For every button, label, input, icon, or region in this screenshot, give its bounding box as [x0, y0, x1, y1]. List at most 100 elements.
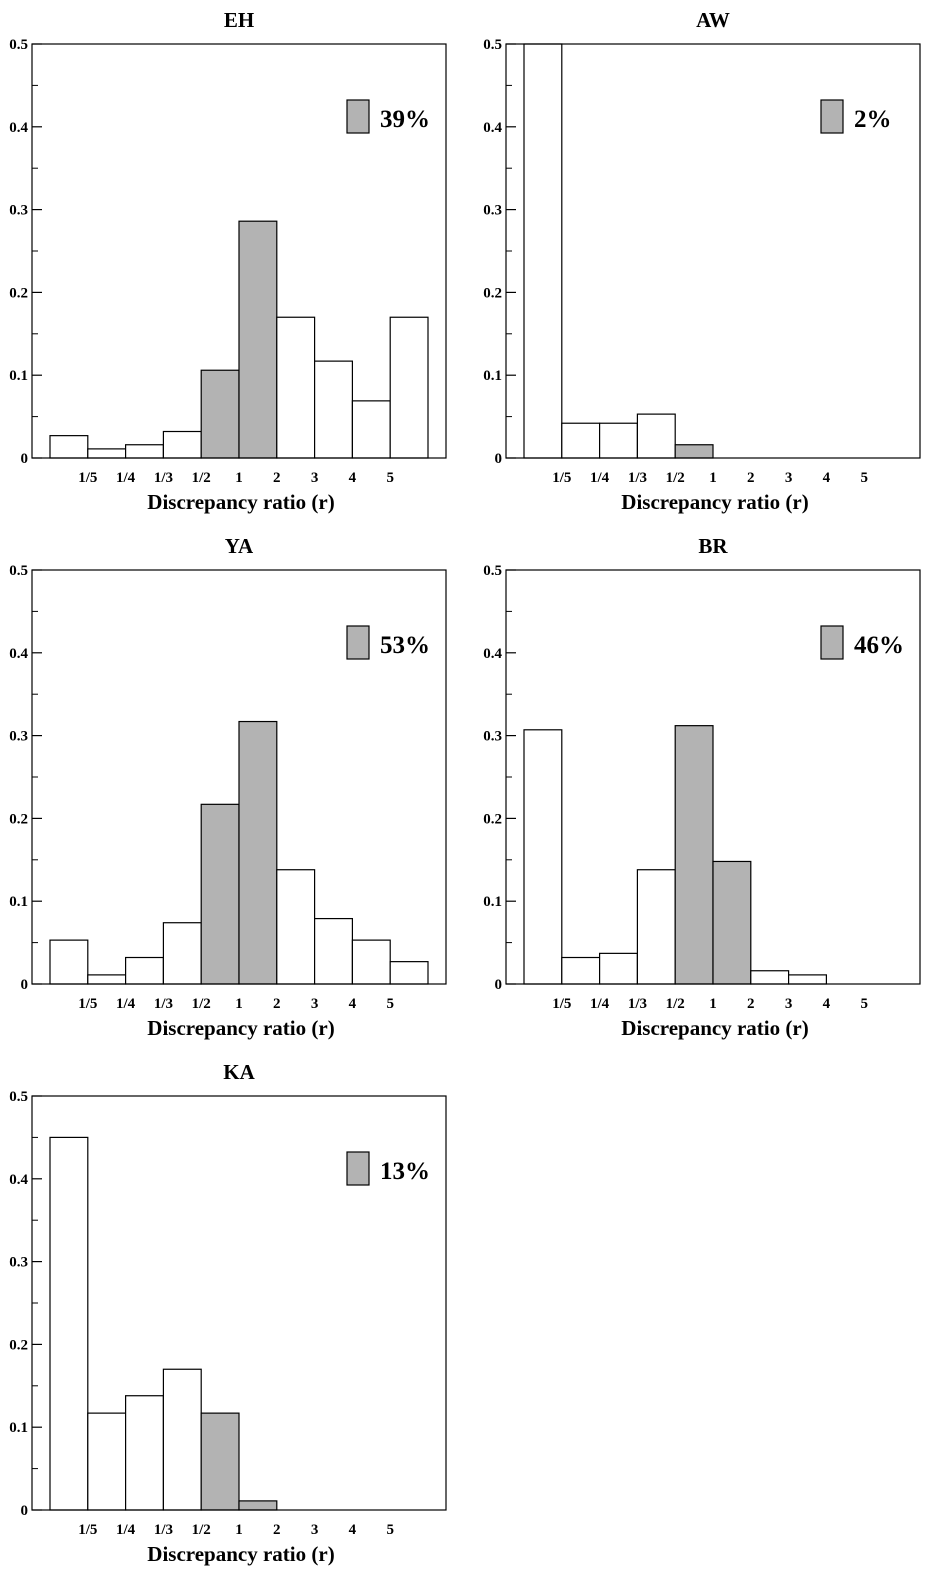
y-tick-label: 0.2 — [9, 1337, 28, 1353]
y-tick-label: 0.3 — [9, 203, 28, 219]
x-category-label: 1/2 — [666, 996, 685, 1012]
x-category-label: 2 — [273, 470, 281, 486]
highlighted-bar — [200, 803, 240, 985]
x-category-label: 1/4 — [590, 996, 610, 1012]
y-tick-label: 0.4 — [9, 646, 28, 662]
x-axis-title: Discrepancy ratio (r) — [621, 490, 808, 514]
x-category-label: 1/2 — [192, 1522, 211, 1538]
y-tick-label: 0.3 — [483, 729, 502, 745]
y-tick-label: 0.5 — [9, 563, 28, 579]
x-category-label: 1/5 — [78, 470, 97, 486]
bar — [523, 43, 563, 459]
x-category-label: 1/3 — [154, 1522, 173, 1538]
bar — [351, 939, 391, 985]
y-tick-label: 0 — [21, 1503, 29, 1519]
x-category-label: 1 — [235, 470, 243, 486]
y-tick-label: 0.5 — [483, 37, 502, 53]
bar — [87, 1412, 127, 1511]
bar — [351, 400, 391, 459]
x-category-label: 2 — [273, 996, 281, 1012]
x-axis-title: Discrepancy ratio (r) — [147, 1016, 334, 1040]
panel-title: KA — [223, 1060, 255, 1084]
y-tick-label: 0.2 — [9, 811, 28, 827]
highlighted-bar — [238, 220, 278, 459]
y-tick-label: 0.2 — [9, 285, 28, 301]
highlighted-bar — [712, 860, 752, 985]
bar — [750, 970, 790, 985]
y-tick-label: 0.5 — [9, 37, 28, 53]
x-category-label: 1/5 — [552, 996, 571, 1012]
x-category-label: 1/4 — [116, 470, 136, 486]
legend-percentage: 53% — [380, 632, 430, 659]
legend-swatch — [346, 99, 370, 134]
bar — [124, 956, 164, 985]
x-axis-title: Discrepancy ratio (r) — [147, 1542, 334, 1566]
x-category-label: 2 — [747, 470, 755, 486]
bar — [389, 961, 429, 985]
y-tick-label: 0.2 — [483, 285, 502, 301]
y-tick-label: 0.2 — [483, 811, 502, 827]
x-category-label: 1 — [235, 996, 243, 1012]
x-category-label: 1/2 — [192, 996, 211, 1012]
x-category-label: 1/3 — [154, 470, 173, 486]
y-tick-label: 0 — [495, 451, 503, 467]
bar — [49, 1136, 89, 1511]
bar — [598, 422, 638, 459]
highlighted-bar — [200, 369, 240, 459]
legend-swatch — [820, 625, 844, 660]
x-category-label: 1/4 — [590, 470, 610, 486]
x-category-label: 3 — [311, 1522, 319, 1538]
legend-percentage: 39% — [380, 106, 430, 133]
x-category-label: 1/4 — [116, 1522, 136, 1538]
bar — [87, 974, 127, 985]
x-category-label: 1/2 — [666, 470, 685, 486]
panel-title: EH — [224, 8, 254, 32]
x-category-label: 5 — [386, 1522, 394, 1538]
x-category-label: 1/3 — [628, 996, 647, 1012]
bar — [124, 444, 164, 459]
x-category-label: 1/3 — [628, 470, 647, 486]
x-category-label: 3 — [785, 996, 793, 1012]
x-category-label: 1/5 — [78, 1522, 97, 1538]
x-category-label: 2 — [273, 1522, 281, 1538]
panel-title: YA — [225, 534, 254, 558]
legend-percentage: 13% — [380, 1158, 430, 1185]
x-category-label: 1 — [235, 1522, 243, 1538]
bar — [523, 729, 563, 985]
y-tick-label: 0.3 — [9, 1255, 28, 1271]
x-category-label: 4 — [349, 996, 357, 1012]
x-category-label: 5 — [386, 996, 394, 1012]
x-axis-title: Discrepancy ratio (r) — [147, 490, 334, 514]
bar — [276, 316, 316, 459]
legend-percentage: 46% — [854, 632, 904, 659]
y-tick-label: 0.4 — [9, 1172, 28, 1188]
y-tick-label: 0.3 — [483, 203, 502, 219]
highlighted-bar — [200, 1412, 240, 1511]
x-category-label: 3 — [311, 470, 319, 486]
y-tick-label: 0.4 — [483, 646, 502, 662]
legend-swatch — [346, 1151, 370, 1186]
x-category-label: 1/5 — [552, 470, 571, 486]
histogram-panel: EH 0 0.1 0.2 0.3 0.4 0.5 1/5 1/4 1/3 1/2 1 2 3 4 5 Discr… — [9, 8, 447, 514]
highlighted-bar — [238, 720, 278, 985]
y-tick-label: 0.5 — [9, 1089, 28, 1105]
bar — [162, 1368, 202, 1511]
x-category-label: 1/4 — [116, 996, 136, 1012]
panel-title: AW — [696, 8, 730, 32]
y-tick-label: 0 — [21, 451, 29, 467]
y-tick-label: 0.1 — [9, 368, 28, 384]
legend-swatch — [346, 625, 370, 660]
bar — [636, 413, 676, 459]
x-category-label: 5 — [860, 470, 868, 486]
y-tick-label: 0 — [21, 977, 29, 993]
legend-percentage: 2% — [854, 106, 892, 133]
y-tick-label: 0.1 — [9, 894, 28, 910]
y-tick-label: 0.1 — [483, 368, 502, 384]
x-category-label: 2 — [747, 996, 755, 1012]
x-axis-title: Discrepancy ratio (r) — [621, 1016, 808, 1040]
bar — [389, 316, 429, 459]
x-category-label: 1/2 — [192, 470, 211, 486]
bar — [276, 869, 316, 985]
bar — [314, 360, 354, 459]
